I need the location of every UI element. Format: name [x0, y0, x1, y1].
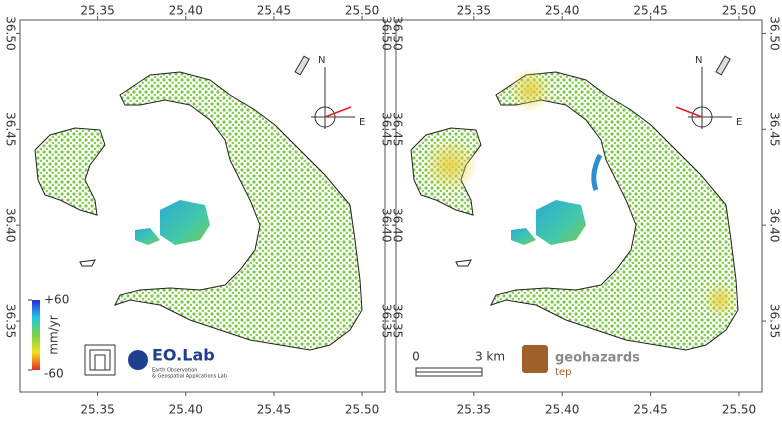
- x-tick-label: 25.45: [257, 403, 291, 417]
- scale-end: 3 km: [475, 350, 505, 364]
- y-tick-label: 36.45: [380, 112, 394, 146]
- eolab-subtitle: Earth Observation: [152, 368, 197, 374]
- island-map: [34, 71, 363, 351]
- y-tick-label: 36.50: [768, 16, 782, 50]
- island-map: [410, 71, 739, 351]
- right-panel: [395, 19, 763, 393]
- y-tick-label: 36.40: [380, 208, 394, 242]
- x-tick-label: 25.35: [457, 403, 491, 417]
- y-tick-label: 36.45: [768, 112, 782, 146]
- x-tick-label: 25.40: [169, 4, 203, 18]
- compass-east: E: [359, 117, 365, 128]
- geohazards-logo: [522, 345, 548, 373]
- x-tick-label: 25.45: [633, 403, 667, 417]
- x-tick-label: 25.35: [80, 403, 114, 417]
- left-panel: [19, 19, 386, 393]
- x-tick-label: 25.50: [722, 403, 756, 417]
- y-tick-label: 36.35: [4, 304, 18, 338]
- compass-east: E: [736, 117, 742, 128]
- x-tick-label: 25.50: [345, 4, 379, 18]
- x-tick-label: 25.45: [633, 4, 667, 18]
- x-tick-label: 25.50: [722, 4, 756, 18]
- look-direction: [324, 106, 352, 118]
- scale-start: 0: [412, 350, 420, 364]
- eolab-name: EO.Lab: [152, 346, 215, 365]
- map-frame: [19, 19, 386, 393]
- x-tick-label: 25.40: [545, 4, 579, 18]
- colorbar: [32, 300, 40, 370]
- deformation-patch: [591, 153, 603, 191]
- y-tick-label: 36.40: [4, 208, 18, 242]
- x-tick-label: 25.40: [545, 403, 579, 417]
- deformation-patch: [422, 137, 478, 193]
- deformation-patch: [508, 68, 552, 112]
- y-tick-label: 36.45: [4, 112, 18, 146]
- eolab-logo: [84, 344, 148, 376]
- satellite: [715, 55, 731, 76]
- y-tick-label: 36.40: [391, 208, 405, 242]
- eolab-subtitle: & Geospatial Applications Lab: [152, 374, 227, 380]
- x-tick-label: 25.45: [257, 4, 291, 18]
- y-tick-label: 36.40: [768, 208, 782, 242]
- compass-north: N: [695, 55, 702, 66]
- map-frame: [395, 19, 763, 393]
- y-tick-label: 36.35: [768, 304, 782, 338]
- y-tick-label: 36.50: [4, 16, 18, 50]
- geohazards-name: geohazards: [555, 351, 640, 366]
- y-tick-label: 36.50: [380, 16, 394, 50]
- colorbar-label: -60: [44, 367, 64, 381]
- x-tick-label: 25.35: [457, 4, 491, 18]
- annotations: [32, 300, 548, 377]
- y-tick-label: 36.50: [391, 16, 405, 50]
- x-tick-label: 25.40: [169, 403, 203, 417]
- satellite: [294, 55, 310, 76]
- look-direction: [675, 106, 703, 118]
- x-tick-label: 25.50: [345, 403, 379, 417]
- deformation-patch: [702, 282, 738, 318]
- x-tick-label: 25.35: [80, 4, 114, 18]
- y-tick-label: 36.35: [391, 304, 405, 338]
- colorbar-label: +60: [44, 293, 69, 307]
- y-tick-label: 36.45: [391, 112, 405, 146]
- y-tick-label: 36.35: [380, 304, 394, 338]
- colorbar-unit: mm/yr: [47, 315, 61, 355]
- geohazards-tep: tep: [555, 367, 571, 378]
- compass-north: N: [318, 55, 325, 66]
